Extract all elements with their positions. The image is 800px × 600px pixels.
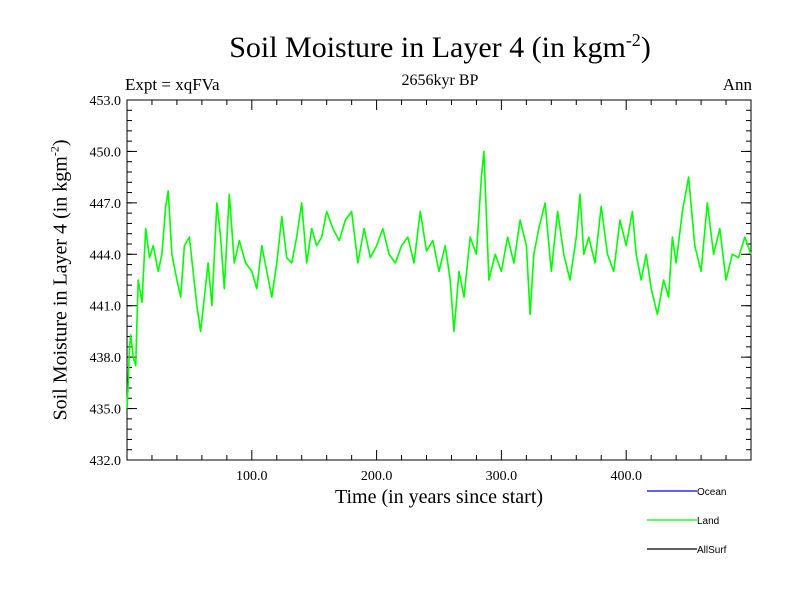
chart-subtitle: 2656kyr BP [401,72,479,89]
y-tick-label: 432.0 [90,454,122,469]
legend-label-ocean: Ocean [697,487,726,498]
legend-label-land: Land [697,516,719,527]
y-tick-label: 441.0 [90,300,122,315]
series-line-land [126,150,752,409]
chart-title: Soil Moisture in Layer 4 (in kgm-2) [229,30,651,64]
x-tick-label: 100.0 [236,469,268,484]
legend-label-allsurf: AllSurf [697,545,727,556]
x-tick-label: 300.0 [486,469,518,484]
y-tick-label: 435.0 [90,403,122,418]
x-tick-label: 200.0 [361,469,393,484]
y-tick-label: 447.0 [90,197,122,212]
y-tick-label: 444.0 [90,248,122,263]
plot-frame [126,99,752,461]
x-axis-label: Time (in years since start) [334,486,544,508]
x-tick-label: 400.0 [610,469,642,484]
season-label: Ann [722,75,752,94]
experiment-label: Expt = xqFVa [125,75,220,94]
y-axis-label: Soil Moisture in Layer 4 (in kgm-2) [47,139,72,421]
y-tick-label: 450.0 [90,145,122,160]
y-tick-label: 453.0 [90,94,122,109]
y-tick-label: 438.0 [90,351,122,366]
